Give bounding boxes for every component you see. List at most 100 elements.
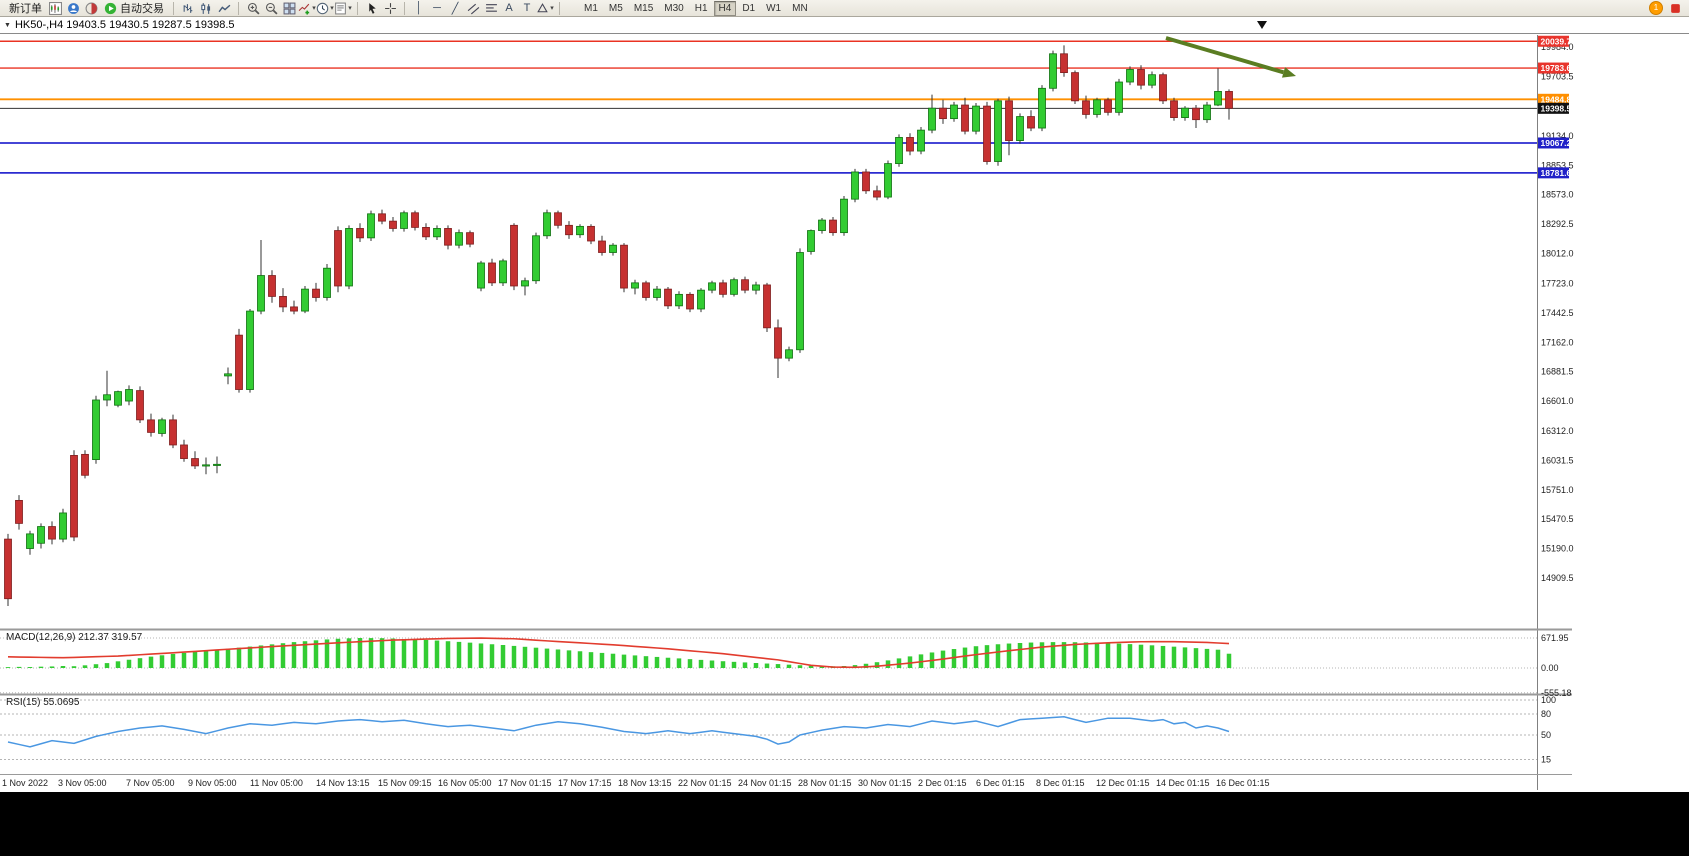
cursor-icon[interactable]: [363, 1, 381, 16]
profile-icon[interactable]: [64, 1, 82, 16]
crosshair-icon[interactable]: [381, 1, 399, 16]
alert-icon[interactable]: [1666, 1, 1684, 16]
svg-text:18573.0: 18573.0: [1541, 190, 1574, 200]
auto-trading-icon: [104, 2, 117, 14]
line-chart-icon[interactable]: [215, 1, 233, 16]
svg-text:18781.6: 18781.6: [1541, 168, 1572, 178]
svg-text:16 Nov 05:00: 16 Nov 05:00: [438, 778, 492, 788]
chart-title-strip: ▼ HK50-,H4 19403.5 19430.5 19287.5 19398…: [0, 17, 1689, 34]
text-icon[interactable]: A: [505, 2, 513, 14]
timeframe-M1[interactable]: M1: [584, 2, 598, 14]
market-watch-icon[interactable]: [82, 1, 100, 16]
svg-text:12 Dec 01:15: 12 Dec 01:15: [1096, 778, 1150, 788]
toolbar-separator: [357, 1, 358, 15]
clock-icon[interactable]: ▾: [316, 1, 334, 16]
chart-shift-marker[interactable]: [1257, 21, 1267, 29]
label-icon[interactable]: T: [523, 2, 531, 14]
timeframe-M30[interactable]: M30: [664, 2, 684, 14]
fibonacci-icon[interactable]: [482, 1, 500, 16]
svg-text:80: 80: [1541, 709, 1551, 719]
auto-trading-button[interactable]: 自动交易: [100, 1, 168, 16]
timeframe-H1[interactable]: H1: [694, 2, 708, 14]
svg-text:14 Dec 01:15: 14 Dec 01:15: [1156, 778, 1210, 788]
svg-text:30 Nov 01:15: 30 Nov 01:15: [858, 778, 912, 788]
svg-text:18 Nov 13:15: 18 Nov 13:15: [618, 778, 672, 788]
dropdown-caret-icon: ▾: [330, 5, 334, 12]
bottom-bar: [0, 792, 1689, 856]
dropdown-caret-icon: ▾: [550, 5, 554, 12]
dropdown-caret-icon: ▾: [312, 5, 316, 12]
svg-text:15190.0: 15190.0: [1541, 544, 1574, 554]
svg-text:24 Nov 01:15: 24 Nov 01:15: [738, 778, 792, 788]
horizontal-line-icon[interactable]: ─: [433, 2, 441, 14]
template-icon[interactable]: ▾: [334, 1, 352, 16]
svg-text:19134.0: 19134.0: [1541, 131, 1574, 141]
new-order-label: 新订单: [9, 3, 42, 15]
timeframe-M5[interactable]: M5: [608, 2, 623, 14]
svg-text:0.00: 0.00: [1541, 663, 1559, 673]
svg-text:15751.0: 15751.0: [1541, 485, 1574, 495]
svg-text:17723.0: 17723.0: [1541, 279, 1574, 289]
toolbar-right-icons: 1: [1649, 1, 1687, 16]
chart-dropdown-caret-icon[interactable]: ▼: [4, 21, 11, 29]
rsi-label: RSI(15) 55.0695: [6, 697, 80, 708]
toolbar-separator: [173, 1, 174, 15]
main-toolbar: 新订单 自动交易 ▾ ▾ ▾ │ ─ ╱ A T ▾ M1 M5 M15 M30 H1 H…: [0, 0, 1689, 17]
svg-text:18292.5: 18292.5: [1541, 219, 1574, 229]
timeframe-W1[interactable]: W1: [766, 2, 782, 14]
vertical-line-icon[interactable]: │: [415, 2, 423, 14]
toolbar-separator: [238, 1, 239, 15]
svg-text:6 Dec 01:15: 6 Dec 01:15: [976, 778, 1025, 788]
timeframe-H4[interactable]: H4: [713, 0, 737, 16]
bar-chart-icon[interactable]: [179, 1, 197, 16]
svg-text:11 Nov 05:00: 11 Nov 05:00: [250, 778, 303, 788]
svg-text:9 Nov 05:00: 9 Nov 05:00: [188, 778, 237, 788]
svg-text:17 Nov 17:15: 17 Nov 17:15: [558, 778, 612, 788]
svg-text:15470.5: 15470.5: [1541, 514, 1574, 524]
candlestick-chart-icon[interactable]: [197, 1, 215, 16]
svg-text:28 Nov 01:15: 28 Nov 01:15: [798, 778, 852, 788]
channel-icon[interactable]: [464, 1, 482, 16]
new-order-button[interactable]: 新订单: [2, 1, 46, 16]
svg-text:17162.0: 17162.0: [1541, 337, 1574, 347]
svg-text:16 Dec 01:15: 16 Dec 01:15: [1216, 778, 1270, 788]
svg-text:-555.18: -555.18: [1541, 688, 1572, 698]
toolbar-separator: [404, 1, 405, 15]
svg-text:2 Dec 01:15: 2 Dec 01:15: [918, 778, 967, 788]
zoom-out-icon[interactable]: [262, 1, 280, 16]
svg-text:17 Nov 01:15: 17 Nov 01:15: [498, 778, 552, 788]
svg-text:16601.0: 16601.0: [1541, 396, 1574, 406]
svg-text:17442.5: 17442.5: [1541, 308, 1574, 318]
svg-text:18012.0: 18012.0: [1541, 248, 1574, 258]
svg-text:671.95: 671.95: [1541, 633, 1569, 643]
zoom-in-icon[interactable]: [244, 1, 262, 16]
svg-text:16881.5: 16881.5: [1541, 367, 1574, 377]
auto-trading-label: 自动交易: [120, 3, 164, 15]
timeframe-M15[interactable]: M15: [633, 2, 654, 14]
timeframe-group: M1 M5 M15 M30 H1 H4 D1 W1 MN: [579, 0, 813, 16]
trendline-icon[interactable]: ╱: [451, 2, 459, 15]
timeframe-D1[interactable]: D1: [742, 2, 756, 14]
svg-text:19398.5: 19398.5: [1541, 104, 1572, 114]
notification-badge[interactable]: 1: [1649, 1, 1663, 15]
svg-text:3 Nov 05:00: 3 Nov 05:00: [58, 778, 107, 788]
toolbar-separator: [559, 1, 560, 15]
svg-text:19067.2: 19067.2: [1541, 138, 1572, 148]
svg-text:8 Dec 01:15: 8 Dec 01:15: [1036, 778, 1085, 788]
add-indicator-icon[interactable]: ▾: [298, 1, 316, 16]
shapes-icon[interactable]: ▾: [536, 1, 554, 16]
svg-text:18853.5: 18853.5: [1541, 160, 1574, 170]
tile-windows-icon[interactable]: [280, 1, 298, 16]
svg-text:100: 100: [1541, 695, 1556, 705]
svg-text:14909.5: 14909.5: [1541, 573, 1574, 583]
svg-text:50: 50: [1541, 730, 1551, 740]
chart-window-icon[interactable]: [46, 1, 64, 16]
svg-text:19783.6: 19783.6: [1541, 63, 1572, 73]
macd-label: MACD(12,26,9) 212.37 319.57: [6, 632, 143, 643]
svg-text:16031.5: 16031.5: [1541, 455, 1574, 465]
svg-text:20039.7: 20039.7: [1541, 36, 1572, 46]
svg-text:1 Nov 2022: 1 Nov 2022: [2, 778, 48, 788]
timeframe-MN[interactable]: MN: [792, 2, 808, 14]
